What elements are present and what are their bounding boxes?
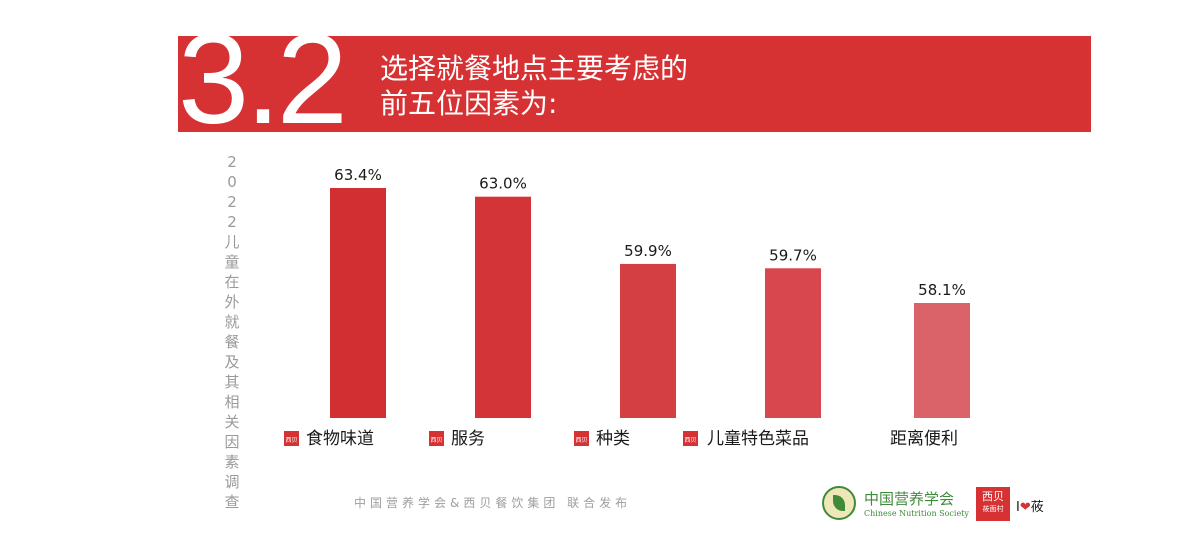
ilove-i: I <box>1016 500 1020 515</box>
svg-text:西贝: 西贝 <box>575 437 587 444</box>
value-label-2: 63.0% <box>479 175 527 193</box>
section-number: 3.2 <box>178 8 348 151</box>
heart-icon: ❤ <box>1019 500 1031 515</box>
xibei-badge-icon: 西贝 <box>574 431 589 446</box>
value-label-3: 59.9% <box>624 242 672 260</box>
xibei-logo-sub: 莜面村 <box>982 505 1004 513</box>
cns-logo-icon <box>822 486 856 520</box>
i-love-you-logo: I❤莜 <box>1016 496 1044 515</box>
xibei-logo-icon: 西贝 莜面村 <box>976 487 1010 521</box>
cns-name-en: Chinese Nutrition Society <box>864 509 969 518</box>
svg-text:西贝: 西贝 <box>684 437 696 444</box>
ilove-text: 莜 <box>1030 500 1044 515</box>
bar-5 <box>914 303 970 418</box>
value-label-5: 58.1% <box>918 281 966 299</box>
bar-3 <box>620 263 676 418</box>
xibei-logo-text: 西贝 <box>982 490 1004 503</box>
header-band <box>178 36 1091 132</box>
bar-1 <box>330 188 386 418</box>
xibei-badge-icon: 西贝 <box>284 431 299 446</box>
category-label-4: 儿童特色菜品 <box>707 429 809 449</box>
xibei-badge-icon: 西贝 <box>683 431 698 446</box>
bar-2 <box>475 196 531 418</box>
category-label-3: 种类 <box>596 429 630 449</box>
value-label-1: 63.4% <box>334 166 382 184</box>
chart-title-line1: 选择就餐地点主要考虑的 <box>380 52 689 85</box>
xibei-badge-icon: 西贝 <box>429 431 444 446</box>
cns-name-cn: 中国营养学会 <box>864 490 955 508</box>
svg-text:西贝: 西贝 <box>430 437 442 444</box>
survey-title-vertical: 2022儿童在外就餐及其相关因素调查 <box>224 153 240 511</box>
category-label-2: 服务 <box>451 429 485 449</box>
bar-4 <box>765 268 821 418</box>
leaf-icon <box>833 495 845 511</box>
svg-text:西贝: 西贝 <box>285 437 297 444</box>
value-label-4: 59.7% <box>769 246 817 264</box>
chart-title-line2: 前五位因素为: <box>380 87 558 120</box>
category-label-5: 距离便利 <box>890 429 958 449</box>
publisher-note: 中国营养学会&西贝餐饮集团 联合发布 <box>354 496 632 510</box>
bar-chart: 63.4% 西贝 食物味道 63.0% 西贝 服务 59.9% 西贝 种类 59.7% 西贝 儿童特色… <box>284 166 970 449</box>
category-label-1: 食物味道 <box>306 429 374 449</box>
